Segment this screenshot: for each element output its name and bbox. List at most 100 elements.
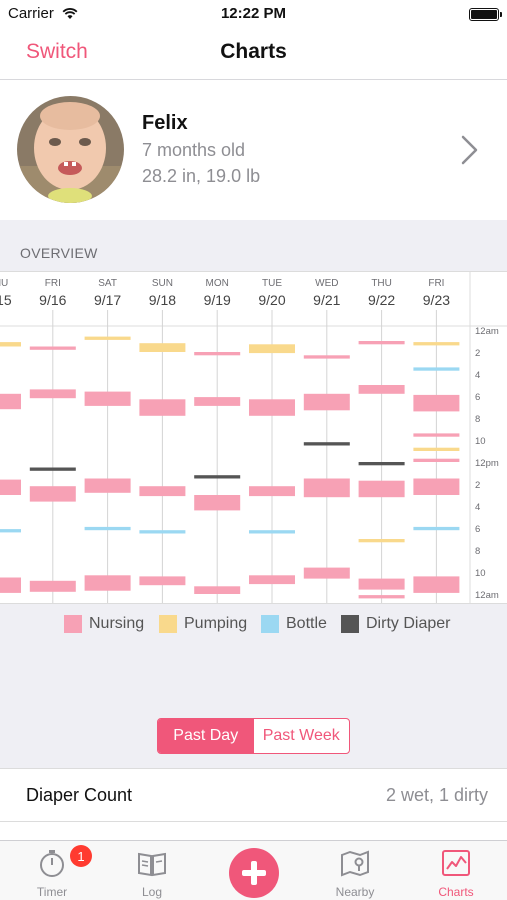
legend-swatch <box>341 615 359 633</box>
event-bar-nursing <box>139 399 186 416</box>
chart-legend: Nursing Pumping Bottle Dirty Diaper <box>0 604 507 644</box>
event-bar-nursing <box>413 478 460 495</box>
event-bar-nursing <box>249 486 295 497</box>
legend-item-nursing: Nursing <box>64 614 144 634</box>
page-title: Charts <box>220 40 287 63</box>
legend-item-dirty-diaper: Dirty Diaper <box>341 614 450 634</box>
hour-tick-label: 10 <box>475 436 486 447</box>
event-bar-bottle <box>0 529 21 533</box>
event-bar-bottle <box>84 526 131 531</box>
event-bar-pumping <box>0 342 21 347</box>
event-bar-nursing <box>139 486 186 497</box>
profile-card[interactable]: Felix 7 months old 28.2 in, 19.0 lb <box>0 80 507 220</box>
legend-swatch <box>261 615 279 633</box>
tab-label: Charts <box>438 885 474 899</box>
tab-nearby[interactable]: Nearby <box>315 841 395 900</box>
day-label: SUN <box>152 278 173 289</box>
day-label: THU <box>371 278 392 289</box>
chart-icon <box>442 850 470 876</box>
event-bar-nursing <box>84 478 131 493</box>
event-bar-nursing <box>358 578 405 590</box>
event-bar-bottle <box>249 530 295 534</box>
segment-past-week[interactable]: Past Week <box>262 727 340 744</box>
event-bar-bottle <box>413 526 460 531</box>
plus-icon <box>242 861 266 885</box>
event-bar-dirty-diaper <box>358 462 405 466</box>
event-bar-nursing <box>194 495 241 511</box>
battery-icon <box>469 8 502 21</box>
event-bar-nursing <box>303 567 350 579</box>
day-label: SAT <box>98 278 117 289</box>
legend-item-bottle: Bottle <box>261 614 327 634</box>
event-bar-nursing <box>29 486 76 502</box>
child-age: 7 months old <box>142 140 246 160</box>
legend-label: Bottle <box>286 615 327 632</box>
stopwatch-icon <box>40 850 64 877</box>
legend-swatch <box>64 615 82 633</box>
carrier-label: Carrier <box>8 5 54 22</box>
timeline-chart: THU 9/15 FRI 9/16 SAT 9/17 SUN 9/18 MON 9/19 TUE 9/… <box>0 272 507 603</box>
navigation-bar: Switch Charts <box>0 28 507 80</box>
map-pin-icon <box>341 850 369 877</box>
event-bar-nursing <box>303 478 350 498</box>
day-label: FRI <box>45 278 61 289</box>
hour-tick-label: 6 <box>475 524 480 535</box>
date-label: 9/18 <box>149 292 176 308</box>
overview-section-header: OVERVIEW <box>0 220 507 272</box>
date-label: 9/21 <box>313 292 340 308</box>
tab-timer[interactable]: 1 Timer <box>12 841 92 900</box>
avatar <box>17 96 124 203</box>
event-bar-nursing <box>0 577 21 593</box>
add-entry-button[interactable] <box>229 848 279 898</box>
list-item <box>0 822 507 840</box>
hour-tick-label: 8 <box>475 546 480 557</box>
event-bar-nursing <box>29 346 76 350</box>
tab-label: Nearby <box>335 885 375 899</box>
legend-item-pumping: Pumping <box>159 614 247 634</box>
book-icon <box>138 852 166 877</box>
day-label: MON <box>206 278 229 289</box>
legend-label: Nursing <box>89 615 145 632</box>
event-bar-nursing <box>303 393 350 411</box>
event-bar-nursing <box>358 480 405 498</box>
date-label: 9/15 <box>0 292 12 308</box>
tab-log[interactable]: Log <box>112 841 192 900</box>
time-range-segmented-control: Past Day Past Week <box>157 718 350 754</box>
status-bar: Carrier 12:22 PM <box>0 0 507 28</box>
event-bar-pumping <box>139 343 186 352</box>
event-bar-dirty-diaper <box>194 475 241 479</box>
event-bar-pumping <box>249 344 295 354</box>
tab-charts[interactable]: Charts <box>416 841 496 900</box>
event-bar-nursing <box>29 580 76 592</box>
legend-label: Dirty Diaper <box>366 615 451 632</box>
event-bar-nursing <box>84 575 131 591</box>
chevron-right-icon[interactable] <box>456 132 484 168</box>
hour-tick-label: 2 <box>475 480 480 491</box>
overview-chart[interactable]: THU 9/15 FRI 9/16 SAT 9/17 SUN 9/18 MON 9/19 TUE 9/… <box>0 272 507 604</box>
event-bar-nursing <box>358 595 405 599</box>
event-bar-nursing <box>358 385 405 394</box>
event-bar-nursing <box>413 576 460 593</box>
event-bar-nursing <box>413 458 460 462</box>
segment-past-day[interactable]: Past Day <box>158 719 254 753</box>
event-bar-nursing <box>0 393 21 410</box>
date-label: 9/16 <box>39 292 66 308</box>
event-bar-pumping <box>84 336 131 340</box>
event-bar-dirty-diaper <box>303 442 350 446</box>
child-name: Felix <box>142 112 188 134</box>
hour-tick-label: 2 <box>475 348 480 359</box>
hour-tick-label: 8 <box>475 414 480 425</box>
hour-tick-label: 6 <box>475 392 480 403</box>
hour-tick-label: 4 <box>475 502 480 513</box>
event-bar-nursing <box>249 399 295 416</box>
day-label: FRI <box>428 278 444 289</box>
diaper-count-row: Diaper Count 2 wet, 1 dirty <box>0 768 507 822</box>
event-bar-bottle <box>139 530 186 534</box>
day-label: TUE <box>262 278 282 289</box>
tab-label: Log <box>141 885 163 899</box>
event-bar-nursing <box>358 341 405 345</box>
event-bar-dirty-diaper <box>29 467 76 471</box>
hour-tick-label: 4 <box>475 370 480 381</box>
switch-button[interactable]: Switch <box>26 40 88 63</box>
hour-tick-label: 10 <box>475 568 486 579</box>
